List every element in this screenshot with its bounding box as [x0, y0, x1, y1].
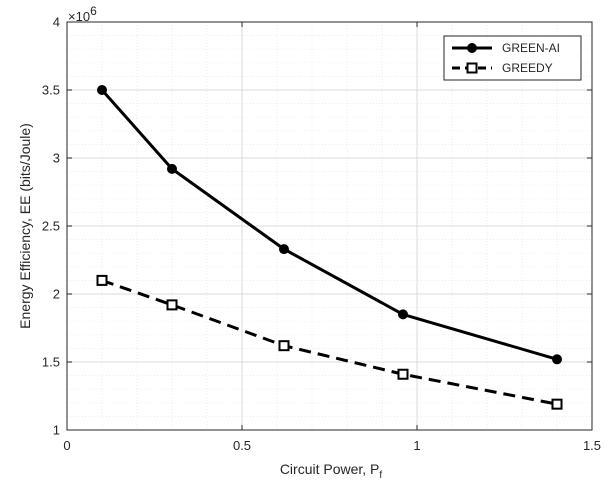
- legend: GREEN-AI GREEDY: [443, 35, 582, 81]
- data-point: [397, 368, 409, 380]
- y-tick-label: 2.5: [42, 219, 60, 234]
- legend-marker: [466, 62, 478, 74]
- data-point: [167, 163, 177, 174]
- data-point: [279, 244, 289, 255]
- series-greedy: [96, 274, 563, 410]
- data-point: [552, 354, 562, 365]
- legend-label: GREEN-AI: [502, 41, 560, 55]
- data-point: [97, 85, 107, 95]
- x-tick-label: 1: [413, 438, 420, 453]
- legend-marker: [467, 43, 477, 53]
- x-tick-label: 0: [63, 438, 70, 453]
- y-multiplier-base: ×10: [68, 9, 90, 24]
- y-tick-label: 4: [53, 15, 60, 30]
- legend-item: GREEDY: [452, 61, 553, 75]
- axis-ticks: [66, 21, 593, 431]
- y-tick-label: 3.5: [42, 83, 60, 98]
- legend-item: GREEN-AI: [452, 41, 560, 55]
- y-tick-label: 2: [53, 287, 60, 302]
- x-axis-title: Circuit Power, Pf: [280, 461, 383, 481]
- x-tick-labels: 0 0.5 1 1.5: [63, 438, 601, 453]
- x-axis-title-subscript: f: [379, 470, 382, 481]
- y-tick-label: 1.5: [42, 355, 60, 370]
- data-point: [278, 340, 290, 352]
- series-layer: [96, 85, 563, 410]
- y-tick-label: 1: [53, 423, 60, 438]
- series-green-ai: [97, 85, 562, 365]
- x-axis-title-main: Circuit Power, P: [280, 461, 380, 477]
- data-point: [96, 274, 108, 286]
- y-tick-label: 3: [53, 151, 60, 166]
- y-axis-multiplier: ×106: [68, 4, 97, 24]
- legend-label: GREEDY: [502, 61, 553, 75]
- data-point: [398, 309, 408, 320]
- y-multiplier-exponent: 6: [90, 4, 97, 18]
- data-point: [551, 398, 563, 410]
- y-axis-title: Energy Efficiency, EE (bits/Joule): [17, 123, 33, 329]
- y-tick-labels: 1 1.5 2 2.5 3 3.5 4: [42, 15, 60, 438]
- data-point: [166, 299, 178, 311]
- x-tick-label: 0.5: [233, 438, 251, 453]
- x-tick-label: 1.5: [583, 438, 601, 453]
